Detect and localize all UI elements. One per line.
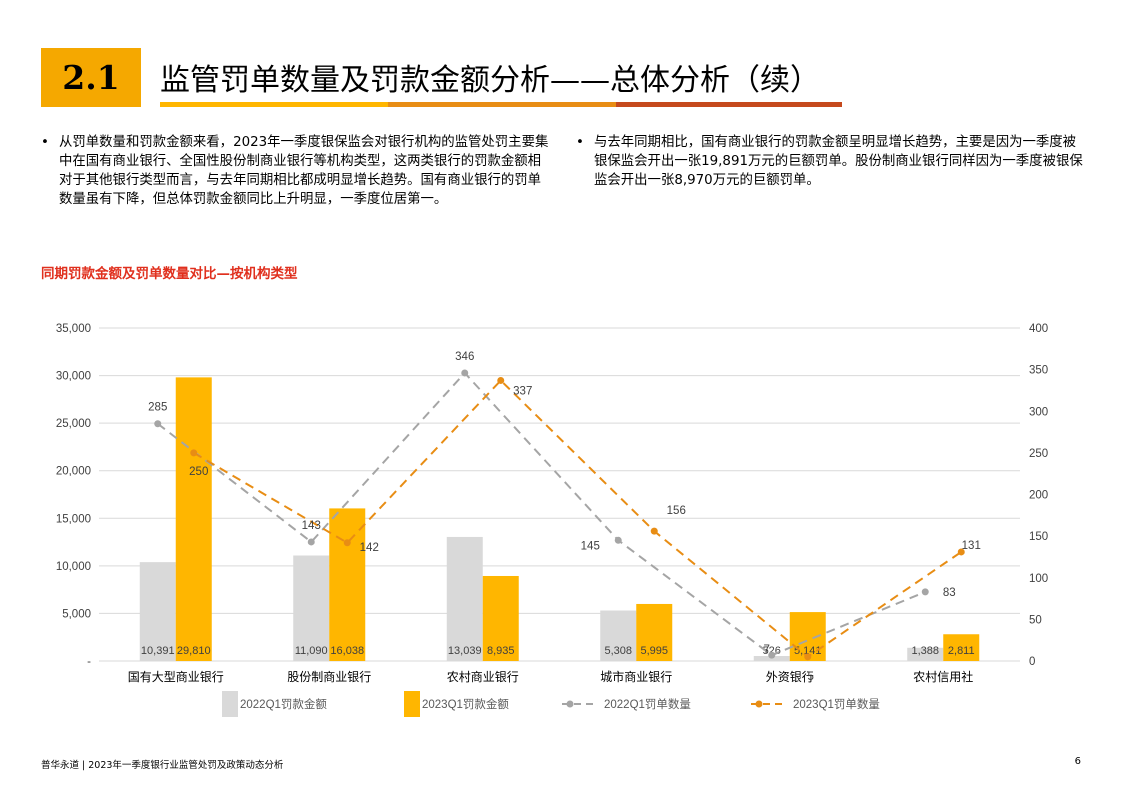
line-point <box>497 376 505 384</box>
bar-value-label: 8,935 <box>487 645 515 657</box>
bar-2023q1 <box>482 575 519 661</box>
section-number-badge: 2.1 <box>41 48 141 107</box>
line-value-label: 285 <box>148 402 167 414</box>
y-right-tick-label: 50 <box>1029 614 1042 626</box>
legend-label: 2023Q1罚款金额 <box>422 697 509 711</box>
line-value-label: 250 <box>189 466 208 478</box>
x-category-label: 外资银行 <box>766 670 814 684</box>
legend-label: 2022Q1罚单数量 <box>604 697 691 711</box>
legend-swatch-2022q1-bar <box>222 691 238 717</box>
legend-marker <box>755 700 763 708</box>
bullet-left-text: 从罚单数量和罚款金额来看，2023年一季度银保监会对银行机构的监管处罚主要集中在… <box>59 135 549 207</box>
section-number: 2.1 <box>62 58 120 97</box>
y-left-tick-label: 5,000 <box>62 608 91 620</box>
page-title: 监管罚单数量及罚款金额分析——总体分析（续） <box>160 63 820 98</box>
y-left-tick-label: 15,000 <box>56 513 91 525</box>
y-left-tick-label: 20,000 <box>56 466 91 478</box>
line-value-label: 145 <box>581 540 600 552</box>
y-left-tick-label: 10,000 <box>56 561 91 573</box>
line-point <box>343 539 351 547</box>
line-value-label: 337 <box>513 385 532 397</box>
y-left-tick-label: 35,000 <box>56 323 91 335</box>
x-category-label: 城市商业银行 <box>600 669 672 684</box>
line-point <box>921 588 929 596</box>
bar-value-label: 2,811 <box>948 645 975 657</box>
line-point <box>154 420 162 428</box>
y-right-tick-label: 400 <box>1029 323 1048 335</box>
bullet-dot-icon: • <box>41 135 49 150</box>
bullet-dot-icon: • <box>576 135 584 150</box>
bar-value-label: 10,391 <box>141 645 175 657</box>
y-right-tick-label: 150 <box>1029 531 1048 543</box>
bar-2023q1 <box>175 377 212 661</box>
chart-title: 同期罚款金额及罚单数量对比—按机构类型 <box>41 266 298 282</box>
y-left-tick-label: - <box>87 656 91 668</box>
line-point <box>190 449 198 457</box>
y-right-tick-label: 350 <box>1029 365 1048 377</box>
y-left-tick-label: 25,000 <box>56 418 91 430</box>
title-rule-orange <box>388 102 616 107</box>
line-point <box>804 653 812 661</box>
line-point <box>461 369 469 377</box>
bullet-left: • 从罚单数量和罚款金额来看，2023年一季度银保监会对银行机构的监管处罚主要集… <box>41 133 550 209</box>
footer-text: 普华永道 | 2023年一季度银行业监管处罚及政策动态分析 <box>41 760 284 771</box>
bar-2022q1 <box>600 610 637 661</box>
bar-2023q1 <box>636 603 673 661</box>
bar-value-label: 29,810 <box>177 645 211 657</box>
y-right-tick-label: 200 <box>1029 490 1048 502</box>
bar-2022q1 <box>907 647 944 661</box>
line-value-label: 131 <box>962 540 981 552</box>
bar-2022q1 <box>293 555 330 661</box>
line-value-label: 156 <box>667 505 686 517</box>
title-rule-red <box>616 102 842 107</box>
y-right-tick-label: 0 <box>1029 656 1035 668</box>
bar-2023q1 <box>943 634 980 661</box>
line-point <box>768 651 776 659</box>
bar-value-label: 5,141 <box>794 645 822 657</box>
bullet-right-text: 与去年同期相比，国有商业银行的罚款金额呈明显增长趋势，主要是因为一季度被银保监会… <box>594 135 1083 188</box>
line-value-label: 7 <box>764 644 770 656</box>
combo-chart: - 5,000 10,000 15,000 20,000 25,000 30,000 35,0… <box>56 323 1048 717</box>
x-category-label: 股份制商业银行 <box>287 669 371 684</box>
bar-2022q1 <box>139 562 176 661</box>
x-category-label: 农村信用社 <box>913 669 973 684</box>
line-point <box>614 536 622 544</box>
y-left-tick-label: 30,000 <box>56 371 91 383</box>
line-value-label: 5 <box>808 671 814 683</box>
y-right-tick-label: 300 <box>1029 406 1048 418</box>
x-category-label: 国有大型商业银行 <box>128 669 224 684</box>
bar-2023q1 <box>329 508 366 661</box>
bar-value-label: 5,995 <box>640 645 668 657</box>
legend-swatch-2023q1-bar <box>404 691 420 717</box>
bullet-right: • 与去年同期相比，国有商业银行的罚款金额呈明显增长趋势，主要是因为一季度被银保… <box>576 133 1086 190</box>
bar-value-label: 5,308 <box>604 645 632 657</box>
bar-value-label: 1,388 <box>911 645 939 657</box>
line-point <box>307 538 315 546</box>
line-value-label: 143 <box>302 520 321 532</box>
bar-value-label: 16,038 <box>330 645 364 657</box>
bar-value-label: 11,090 <box>295 645 328 657</box>
line-2023q1 <box>193 379 962 659</box>
page-number: 6 <box>1074 756 1081 767</box>
legend-label: 2023Q1罚单数量 <box>793 697 880 711</box>
title-rule-yellow <box>160 102 388 107</box>
line-value-label: 83 <box>943 587 956 599</box>
bar-value-label: 13,039 <box>448 645 482 657</box>
line-point <box>957 548 965 556</box>
x-category-label: 农村商业银行 <box>447 669 519 684</box>
y-right-tick-label: 100 <box>1029 573 1048 585</box>
bar-2022q1 <box>446 536 483 661</box>
bar-2023q1 <box>789 612 826 661</box>
line-value-label: 142 <box>360 542 379 554</box>
y-right-tick-label: 250 <box>1029 448 1048 460</box>
legend-label: 2022Q1罚款金额 <box>240 697 327 711</box>
legend-marker <box>566 700 574 708</box>
line-value-label: 346 <box>455 351 474 363</box>
line-point <box>650 527 658 535</box>
